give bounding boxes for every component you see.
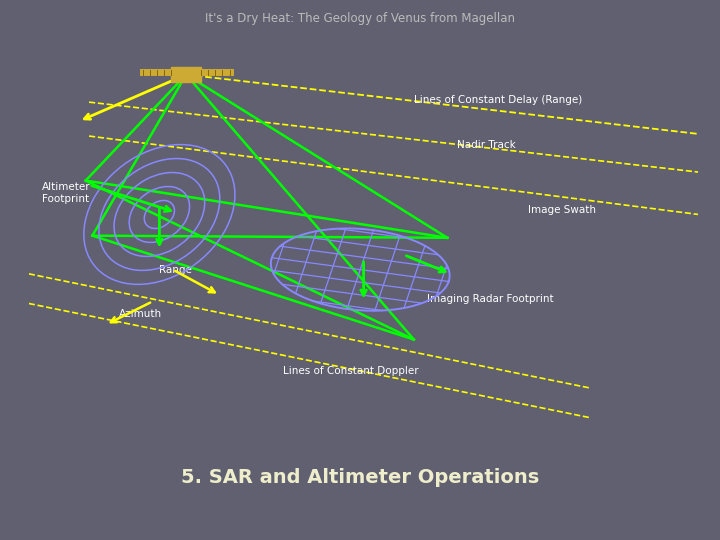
Text: Image Swath: Image Swath [528, 205, 595, 215]
Text: 5. SAR and Altimeter Operations: 5. SAR and Altimeter Operations [181, 468, 539, 488]
Text: Range: Range [159, 265, 192, 274]
Text: Azimuth: Azimuth [120, 309, 162, 319]
Text: Nadir Track: Nadir Track [457, 139, 516, 150]
Text: Lines of Constant Delay (Range): Lines of Constant Delay (Range) [414, 95, 582, 105]
Text: Lines of Constant Doppler: Lines of Constant Doppler [283, 366, 419, 376]
Text: Altimeter
Footprint: Altimeter Footprint [42, 182, 91, 205]
Text: Imaging Radar Footprint: Imaging Radar Footprint [427, 294, 554, 304]
Text: It's a Dry Heat: The Geology of Venus from Magellan: It's a Dry Heat: The Geology of Venus fr… [205, 12, 515, 25]
Bar [171, 67, 201, 82]
